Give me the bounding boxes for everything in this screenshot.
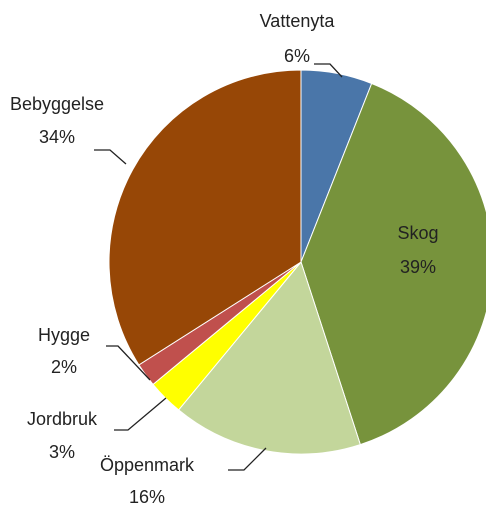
slice-label: Skog <box>397 223 438 243</box>
slice-value-label: 39% <box>400 257 436 277</box>
slice-label: Jordbruk <box>27 409 98 429</box>
pie-slice <box>300 82 486 446</box>
slice-label: Vattenyta <box>260 11 336 31</box>
slice-value-label: 2% <box>51 357 77 377</box>
slice-label: Bebyggelse <box>10 94 104 114</box>
leader-line <box>106 345 151 381</box>
pie-slice <box>108 69 302 366</box>
slice-label: Hygge <box>38 325 90 345</box>
slice-value-label: 16% <box>129 487 165 507</box>
slice-value-label: 6% <box>284 46 310 66</box>
slice-value-label: 3% <box>49 442 75 462</box>
leader-line <box>114 397 167 431</box>
leader-line <box>314 63 343 78</box>
leader-line <box>228 447 267 471</box>
slice-value-label: 34% <box>39 127 75 147</box>
pie-slice <box>177 260 361 455</box>
leader-line <box>94 149 127 165</box>
slice-label: Öppenmark <box>100 455 195 475</box>
